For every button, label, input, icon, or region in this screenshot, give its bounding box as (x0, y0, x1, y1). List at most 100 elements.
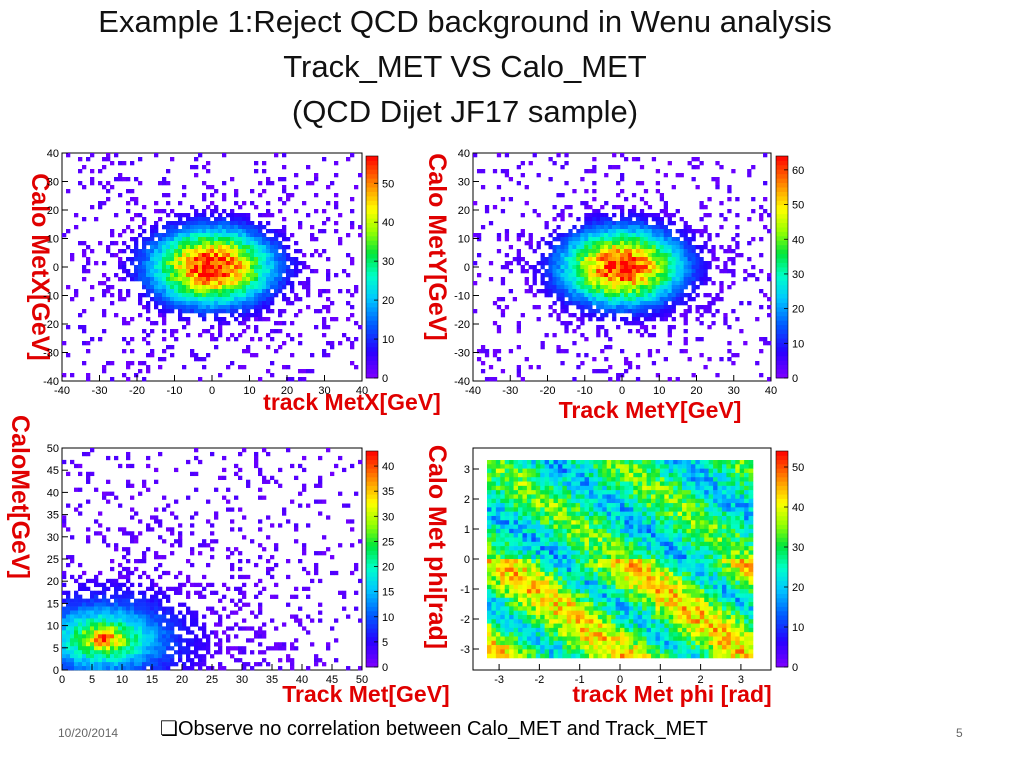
heatmap-cell (278, 177, 283, 182)
heatmap-cell (588, 213, 593, 218)
heatmap-cell (531, 559, 537, 564)
heatmap-cell (194, 261, 199, 266)
heatmap-cell (250, 353, 255, 358)
heatmap-cell (286, 574, 291, 580)
heatmap-cell (190, 249, 195, 254)
heatmap-cell (194, 209, 199, 214)
heatmap-cell (580, 237, 585, 242)
heatmap-cell (130, 273, 135, 278)
heatmap-cell (114, 590, 119, 595)
heatmap-cell (509, 636, 514, 642)
heatmap-cell (509, 640, 514, 646)
heatmap-cell (531, 541, 537, 547)
heatmap-cell (158, 265, 163, 270)
heatmap-cell (190, 562, 195, 568)
heatmap-cell (162, 209, 167, 214)
heatmap-cell (98, 570, 103, 576)
heatmap-cell (178, 638, 183, 643)
heatmap-cell (178, 285, 183, 290)
heatmap-cell (564, 273, 569, 278)
heatmap-cell (190, 293, 195, 298)
heatmap-cell (627, 321, 633, 326)
heatmap-cell (190, 281, 195, 286)
heatmap-cell (238, 507, 243, 512)
heatmap-cell (234, 495, 239, 500)
heatmap-cell (491, 537, 497, 543)
heatmap-cell (600, 249, 605, 254)
heatmap-cell (487, 632, 492, 637)
heatmap-cell (246, 273, 251, 278)
heatmap-cell (170, 333, 175, 338)
heatmap-cell (274, 153, 279, 158)
heatmap-cell (178, 289, 183, 294)
heatmap-cell (580, 313, 585, 318)
heatmap-cell (194, 285, 199, 290)
heatmap-cell (66, 602, 71, 607)
heatmap-cell (118, 654, 123, 659)
heatmap-cell (699, 217, 704, 222)
heatmap-cell (66, 153, 71, 158)
heatmap-cell (548, 157, 553, 162)
heatmap-cell (122, 610, 127, 615)
heatmap-cell (509, 559, 514, 564)
heatmap-cell (604, 333, 609, 338)
heatmap-cell (518, 477, 523, 482)
heatmap-cell (150, 646, 155, 651)
heatmap-cell (146, 527, 151, 532)
heatmap-cell (500, 580, 506, 586)
heatmap-cell (218, 233, 223, 238)
heatmap-cell (683, 253, 688, 258)
heatmap-cell (695, 305, 700, 310)
heatmap-cell (556, 297, 561, 302)
heatmap-cell (238, 277, 243, 282)
heatmap-cell (150, 321, 155, 326)
heatmap-cell (495, 640, 501, 646)
heatmap-cell (576, 253, 581, 258)
heatmap-cell (86, 658, 91, 663)
heatmap-cell (540, 289, 545, 294)
heatmap-cell (635, 313, 641, 318)
heatmap-cell (326, 305, 331, 310)
heatmap-cell (246, 245, 251, 250)
heatmap-cell (627, 249, 633, 254)
heatmap-cell (166, 237, 171, 242)
colorbar-segment (366, 593, 378, 599)
heatmap-cell (246, 281, 251, 286)
heatmap-cell (230, 305, 235, 310)
heatmap-cell (584, 353, 589, 358)
heatmap-cell (671, 293, 676, 298)
heatmap-cell (495, 627, 501, 633)
heatmap-cell (318, 229, 323, 234)
heatmap-cell (526, 554, 532, 560)
colorbar-segment (776, 333, 788, 339)
heatmap-cell (755, 361, 760, 366)
heatmap-cell (270, 213, 275, 218)
heatmap-cell (330, 555, 335, 560)
heatmap-cell (234, 193, 239, 198)
heatmap-cell (314, 570, 319, 576)
heatmap-cell (254, 253, 259, 258)
heatmap-cell (616, 301, 621, 306)
heatmap-cell (643, 217, 649, 222)
heatmap-cell (70, 297, 75, 302)
heatmap-cell (126, 626, 131, 631)
heatmap-cell (500, 503, 506, 508)
heatmap-cell (354, 337, 359, 342)
z-tick-label: 20 (792, 304, 804, 316)
heatmap-cell (174, 329, 179, 334)
heatmap-cell (643, 313, 649, 318)
heatmap-cell (258, 225, 263, 230)
heatmap-cell (178, 241, 183, 246)
heatmap-cell (86, 634, 91, 639)
heatmap-cell (318, 479, 323, 484)
heatmap-cell (568, 261, 573, 266)
heatmap-cell (553, 477, 559, 482)
heatmap-cell (508, 245, 514, 250)
heatmap-cell (544, 503, 550, 508)
heatmap-cell (286, 297, 291, 302)
colorbar-segment (366, 271, 378, 277)
heatmap-cell (110, 594, 115, 599)
heatmap-cell (671, 249, 676, 254)
heatmap-cell (242, 301, 247, 306)
heatmap-cell (254, 313, 259, 318)
